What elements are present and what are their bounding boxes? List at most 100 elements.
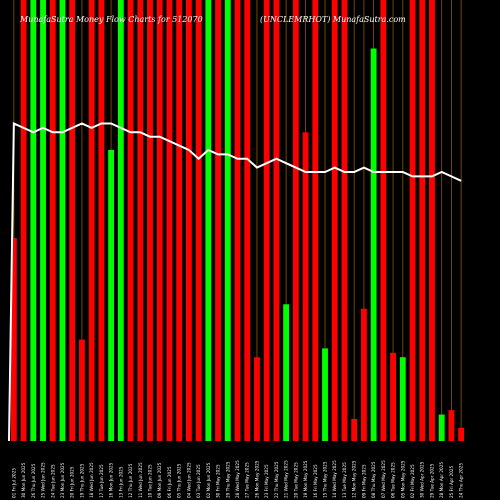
bar-32 xyxy=(322,348,328,441)
x-tick-label: 02 Mon Jun 2025 xyxy=(206,462,211,498)
bar-30 xyxy=(302,132,309,442)
x-tick-label: 05 Thu Jun 2025 xyxy=(177,463,182,498)
bar-0 xyxy=(10,238,17,441)
x-tick-label: 11 Wed Jun 2025 xyxy=(138,462,143,498)
bar-37 xyxy=(370,48,377,441)
x-tick-label: 12 Mon May 2025 xyxy=(352,460,357,498)
x-tick-label: 25 Wed Jun 2025 xyxy=(41,462,46,498)
bar-10 xyxy=(108,149,115,441)
bar-9 xyxy=(98,0,105,441)
x-tick-label: 06 Fri Jun 2025 xyxy=(167,466,172,498)
x-tick-label: 22 Thu May 2025 xyxy=(274,461,279,498)
bar-23 xyxy=(234,0,241,441)
x-tick-label: 16 Mon Jun 2025 xyxy=(109,462,114,498)
x-tick-label: 30 Mon Jun 2025 xyxy=(21,462,26,498)
x-tick-label: 25 Fri Apr 2025 xyxy=(449,465,454,498)
bar-35 xyxy=(351,418,358,441)
x-tick-label: 06 Tue May 2025 xyxy=(391,462,396,498)
bar-44 xyxy=(438,414,445,441)
bar-7 xyxy=(79,339,85,441)
x-tick-label: 29 Tue Apr 2025 xyxy=(429,463,434,498)
bar-5 xyxy=(59,0,66,441)
x-tick-label: 07 Wed May 2025 xyxy=(381,460,386,498)
x-tick-label: 18 Wed Jun 2025 xyxy=(89,462,94,498)
x-tick-label: 16 Fri May 2025 xyxy=(313,464,318,498)
x-tick-label: 21 Wed May 2025 xyxy=(284,460,289,498)
bar-41 xyxy=(409,0,416,441)
bar-31 xyxy=(312,0,319,441)
bar-21 xyxy=(215,0,221,441)
x-tick-label: 04 Wed Jun 2025 xyxy=(186,462,191,498)
bar-3 xyxy=(40,0,46,441)
chart-title-right: (UNCLEMRHOT) MunafaSutra.com xyxy=(260,15,406,24)
x-tick-label: 09 Mon Jun 2025 xyxy=(157,462,162,498)
bar-25 xyxy=(254,357,260,441)
x-tick-label: 02 Fri May 2025 xyxy=(410,464,415,498)
x-tick-label: 24 Thu Apr 2025 xyxy=(459,463,464,498)
x-tick-label: 15 Thu May 2025 xyxy=(323,461,328,498)
bar-6 xyxy=(69,0,76,441)
bar-17 xyxy=(176,0,183,441)
bar-43 xyxy=(429,0,435,441)
bar-20 xyxy=(205,0,212,441)
x-tick-label: 10 Tue Jun 2025 xyxy=(147,464,152,498)
x-tick-label: 19 Thu Jun 2025 xyxy=(79,463,84,498)
tick-layer: 01 Fri Jul 2025 30 Mon Jun 2025 26 Thu Jun… xyxy=(11,460,463,498)
chart-title-left: MunafaSutra Money Flow Charts for 512070 xyxy=(19,15,203,24)
bar-1 xyxy=(20,0,27,441)
bar-24 xyxy=(244,0,251,441)
x-tick-label: 28 Wed May 2025 xyxy=(235,460,240,498)
bar-4 xyxy=(49,0,56,441)
bar-11 xyxy=(117,0,124,441)
bar-16 xyxy=(166,0,173,441)
bar-39 xyxy=(390,352,396,441)
x-tick-label: 17 Tue Jun 2025 xyxy=(99,464,104,498)
bar-27 xyxy=(273,0,280,441)
bar-15 xyxy=(156,0,163,441)
x-tick-label: 27 Tue May 2025 xyxy=(245,462,250,498)
line-layer xyxy=(8,121,462,442)
money-flow-line xyxy=(8,121,462,442)
bar-28 xyxy=(283,304,290,441)
bar-42 xyxy=(419,0,426,441)
x-tick-label: 20 Fri Jun 2025 xyxy=(70,466,75,498)
bar-12 xyxy=(127,0,134,441)
x-tick-label: 23 Mon Jun 2025 xyxy=(60,462,65,498)
bar-8 xyxy=(88,0,95,441)
bar-2 xyxy=(30,0,37,441)
bar-33 xyxy=(331,0,338,441)
x-tick-label: 24 Tue Jun 2025 xyxy=(50,464,55,498)
x-tick-label: 30 Fri May 2025 xyxy=(216,464,221,498)
x-tick-label: 01 Fri Jul 2025 xyxy=(11,468,16,498)
x-tick-label: 26 Thu Jun 2025 xyxy=(31,463,36,498)
x-tick-label: 13 Fri Jun 2025 xyxy=(118,466,123,498)
bar-layer xyxy=(10,0,465,442)
bar-13 xyxy=(137,0,144,441)
bar-36 xyxy=(360,308,367,441)
bar-19 xyxy=(195,0,202,441)
x-tick-label: 03 Tue Jun 2025 xyxy=(196,464,201,498)
x-tick-label: 09 Fri May 2025 xyxy=(361,464,366,498)
bar-22 xyxy=(224,0,231,441)
bar-45 xyxy=(448,410,455,441)
bar-38 xyxy=(380,0,387,441)
x-tick-label: 12 Thu Jun 2025 xyxy=(128,463,133,498)
x-tick-label: 26 Mon May 2025 xyxy=(254,460,259,498)
bar-14 xyxy=(147,0,153,441)
x-tick-label: 19 Mon May 2025 xyxy=(303,460,308,498)
x-tick-label: 05 Mon May 2025 xyxy=(400,460,405,498)
x-tick-label: 20 Tue May 2025 xyxy=(293,462,298,498)
x-tick-label: 23 Fri May 2025 xyxy=(264,464,269,498)
bar-29 xyxy=(292,0,299,441)
x-tick-label: 28 Mon Apr 2025 xyxy=(439,462,444,498)
x-tick-label: 30 Wed Apr 2025 xyxy=(420,461,425,498)
bar-18 xyxy=(185,0,192,441)
x-tick-label: 29 Thu May 2025 xyxy=(225,461,230,498)
bar-26 xyxy=(263,0,270,441)
x-tick-label: 08 Thu May 2025 xyxy=(371,461,376,498)
x-tick-label: 14 Wed May 2025 xyxy=(332,460,337,498)
x-tick-label: 13 Tue May 2025 xyxy=(342,462,347,498)
bar-34 xyxy=(341,0,348,441)
